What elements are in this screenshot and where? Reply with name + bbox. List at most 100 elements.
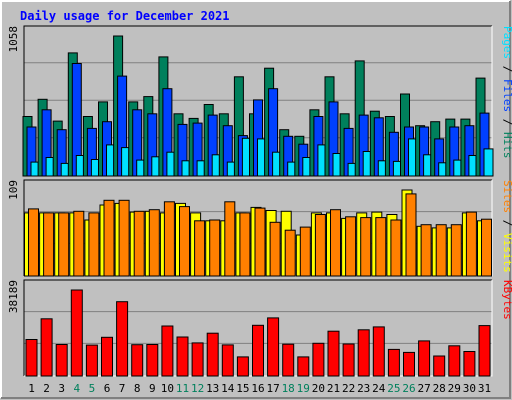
x-tick-label: 27 — [417, 382, 430, 395]
x-tick-label: 24 — [372, 382, 386, 395]
x-tick-label: 6 — [104, 382, 111, 395]
x-tick-label: 30 — [463, 382, 476, 395]
axis-max-label: 1058 — [7, 26, 20, 53]
x-tick-label: 7 — [119, 382, 126, 395]
x-tick-label: 2 — [43, 382, 50, 395]
legend-entry: / — [501, 112, 512, 132]
bar-sites-13 — [209, 219, 221, 277]
x-tick-label: 22 — [342, 382, 355, 395]
x-tick-label: 12 — [191, 382, 204, 395]
bar-sites-15 — [239, 212, 251, 277]
x-tick-label: 23 — [357, 382, 370, 395]
bar-sites-23 — [360, 217, 372, 277]
bar-sites-1 — [28, 208, 39, 277]
bar-kbytes-20 — [312, 342, 325, 377]
bar-kbytes-30 — [463, 351, 476, 377]
x-tick-label: 25 — [387, 382, 400, 395]
bar-kbytes-16 — [252, 324, 264, 377]
legend-entry: Visits — [501, 233, 512, 273]
bar-sites-4 — [73, 210, 85, 277]
x-tick-label: 10 — [161, 382, 174, 395]
bar-sites-3 — [58, 212, 70, 277]
x-tick-label: 14 — [221, 382, 235, 395]
x-tick-label: 29 — [448, 382, 461, 395]
x-tick-label: 1 — [28, 382, 35, 395]
bar-kbytes-22 — [342, 343, 355, 377]
bar-sites-9 — [148, 209, 160, 277]
legend-entry: KBytes — [501, 280, 512, 320]
x-tick-label: 26 — [402, 382, 415, 395]
bar-sites-30 — [465, 211, 477, 277]
bar-sites-12 — [194, 220, 206, 277]
bar-sites-20 — [314, 214, 326, 277]
x-tick-label: 8 — [134, 382, 141, 395]
legend-entry: Pages — [501, 26, 512, 59]
bar-kbytes-18 — [282, 343, 295, 377]
x-tick-label: 9 — [149, 382, 156, 395]
bar-sites-18 — [284, 229, 296, 277]
bar-sites-31 — [481, 218, 492, 277]
chart-title: Daily usage for December 2021 — [20, 9, 230, 23]
bar-kbytes-12 — [191, 342, 204, 377]
x-tick-label: 21 — [327, 382, 340, 395]
bar-kbytes-13 — [206, 332, 219, 377]
bar-sites-21 — [330, 209, 341, 277]
x-tick-label: 4 — [73, 382, 80, 395]
bar-sites-11 — [179, 206, 190, 277]
bar-sites-28 — [435, 224, 447, 277]
x-tick-label: 18 — [282, 382, 295, 395]
bar-sites-24 — [375, 217, 387, 277]
panel-hits-files-pages: 1058 Pages / Files / Hits — [7, 25, 512, 177]
x-tick-label: 15 — [236, 382, 249, 395]
bar-kbytes-2 — [40, 318, 53, 377]
bar-sites-14 — [224, 201, 236, 277]
bar-sites-17 — [269, 221, 281, 277]
bar-kbytes-15 — [236, 356, 249, 377]
bar-kbytes-9 — [146, 344, 159, 377]
bar-kbytes-26 — [403, 351, 415, 377]
bar-kbytes-17 — [267, 317, 280, 377]
x-tick-label: 28 — [433, 382, 446, 395]
axis-max-label: 38189 — [7, 280, 20, 313]
bar-sites-7 — [118, 199, 130, 277]
bar-sites-10 — [163, 201, 175, 277]
bar-kbytes-14 — [221, 344, 234, 377]
legend-entry: / — [501, 213, 512, 233]
panel-kbytes: 38189 KBytes — [7, 279, 512, 377]
x-tick-label: 20 — [312, 382, 325, 395]
bar-kbytes-11 — [176, 336, 189, 377]
bar-sites-6 — [103, 199, 115, 277]
x-tick-label: 11 — [176, 382, 189, 395]
x-tick-label: 31 — [478, 382, 491, 395]
bar-kbytes-29 — [448, 345, 461, 377]
x-tick-label: 5 — [89, 382, 96, 395]
bar-sites-19 — [299, 226, 311, 277]
x-tick-label: 17 — [266, 382, 279, 395]
bar-sites-27 — [420, 224, 432, 277]
legend-entry: Files — [501, 79, 512, 112]
bar-sites-5 — [88, 212, 100, 277]
panel-legend: KBytes — [501, 280, 512, 320]
bar-pages-31 — [483, 148, 494, 177]
panel-visits-sites: 109 Sites / Visits — [7, 179, 512, 277]
bar-kbytes-4 — [70, 289, 83, 377]
bar-kbytes-5 — [85, 344, 98, 377]
bar-sites-8 — [133, 210, 145, 277]
x-tick-label: 16 — [251, 382, 264, 395]
bar-kbytes-1 — [25, 339, 38, 377]
bar-kbytes-24 — [372, 326, 385, 377]
x-tick-label: 19 — [297, 382, 310, 395]
bar-kbytes-7 — [116, 301, 129, 377]
bar-kbytes-28 — [433, 355, 446, 377]
plot-border-top — [23, 279, 492, 376]
legend-entry: / — [501, 59, 512, 79]
bar-kbytes-27 — [418, 340, 431, 377]
bar-kbytes-10 — [161, 325, 174, 377]
x-tick-label: 13 — [206, 382, 219, 395]
bar-sites-2 — [43, 212, 55, 277]
bar-sites-29 — [450, 224, 462, 277]
bar-kbytes-25 — [387, 348, 400, 377]
panel-legend: Sites / Visits — [501, 180, 512, 273]
bar-kbytes-6 — [101, 336, 113, 377]
